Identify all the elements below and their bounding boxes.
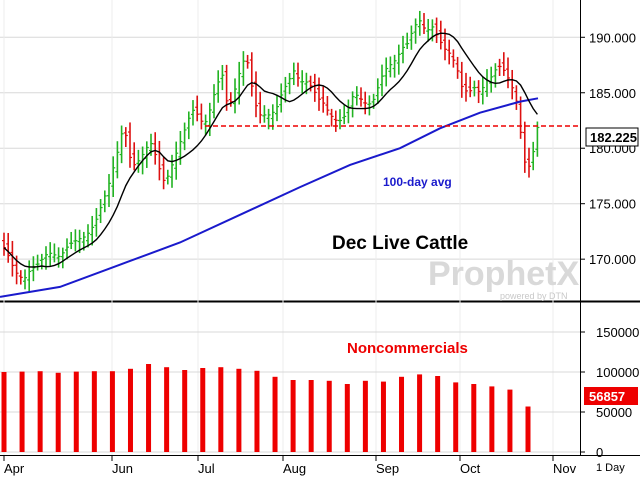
- volume-bar: [362, 380, 368, 452]
- watermark: ProphetX powered by DTN: [428, 255, 579, 301]
- month-label: Oct: [460, 461, 481, 476]
- volume-bar: [254, 370, 260, 452]
- volume-bar: [272, 376, 278, 452]
- watermark-text: ProphetX: [428, 255, 579, 293]
- time-axis: Apr Jun Jul Aug Sep Oct Nov: [3, 455, 577, 476]
- volume-bar: [507, 389, 513, 452]
- volume-bars: [1, 364, 531, 452]
- candlesticks: [2, 10, 540, 292]
- volume-bar: [200, 368, 206, 452]
- volume-bar: [399, 376, 405, 452]
- last-volume-box: [584, 387, 638, 405]
- ma100-label: 100-day avg: [383, 175, 452, 189]
- volume-bar: [326, 380, 332, 452]
- volume-tick-label: 150000: [596, 325, 639, 340]
- volume-bar: [91, 371, 97, 452]
- volume-bar: [471, 384, 477, 452]
- volume-tick-label: 50000: [596, 405, 632, 420]
- watermark-subtext: powered by DTN: [500, 291, 568, 301]
- volume-bar: [146, 364, 152, 452]
- price-tick-label: 175.000: [589, 197, 636, 212]
- volume-bar: [417, 374, 423, 452]
- volume-bar: [344, 384, 350, 452]
- chart-title: Dec Live Cattle: [332, 233, 468, 254]
- last-price-badge: 182.225: [585, 127, 639, 147]
- volume-bar: [127, 368, 133, 452]
- volume-tick-label: 0: [596, 445, 603, 460]
- volume-bar: [73, 371, 79, 452]
- month-label: Jul: [198, 461, 215, 476]
- price-panel: [0, 0, 580, 300]
- month-label: Sep: [376, 461, 399, 476]
- volume-bar: [37, 371, 43, 452]
- month-label: Nov: [553, 461, 577, 476]
- volume-axis: 150000 100000 50000 0: [580, 325, 639, 460]
- timeframe-label: 1 Day: [596, 462, 625, 474]
- last-volume-badge: 56857: [584, 387, 638, 405]
- volume-bar: [1, 372, 7, 452]
- volume-bar: [19, 371, 25, 452]
- price-tick-label: 170.000: [589, 252, 636, 267]
- volume-bar: [380, 381, 386, 452]
- volume-bar: [525, 406, 531, 452]
- volume-bar: [218, 367, 224, 452]
- last-price-value: 182.225: [590, 130, 637, 145]
- price-gridlines: [0, 0, 580, 455]
- volume-bar: [453, 382, 459, 452]
- price-tick-label: 185.000: [589, 86, 636, 101]
- volume-bar: [182, 370, 188, 452]
- month-label: Jun: [112, 461, 133, 476]
- volume-bar: [55, 372, 61, 452]
- volume-bar: [489, 386, 495, 452]
- volume-tick-label: 100000: [596, 365, 639, 380]
- volume-title: Noncommercials: [347, 340, 468, 357]
- month-label: Apr: [4, 461, 25, 476]
- volume-bar: [435, 376, 441, 452]
- volume-bar: [290, 380, 296, 452]
- ma100-line: [0, 97, 539, 298]
- month-label: Aug: [283, 461, 306, 476]
- price-tick-label: 190.000: [589, 30, 636, 45]
- volume-bar: [308, 380, 314, 452]
- moving-average-line: [3, 32, 538, 268]
- volume-bar: [109, 371, 115, 452]
- volume-bar: [236, 368, 242, 452]
- last-price-box: [585, 127, 639, 147]
- volume-bar: [164, 367, 170, 452]
- last-volume-value: 56857: [589, 389, 625, 404]
